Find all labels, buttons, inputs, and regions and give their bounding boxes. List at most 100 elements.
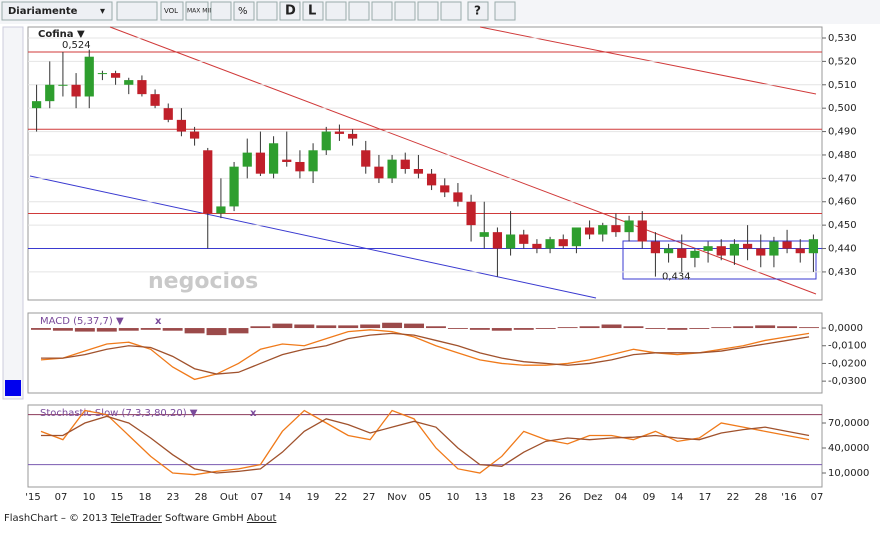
candle-body xyxy=(216,206,226,214)
percent-btn[interactable] xyxy=(233,1,255,21)
left-toolbar xyxy=(2,26,24,400)
x-tick-label: '16 xyxy=(781,492,796,503)
footer-brand[interactable]: TeleTrader xyxy=(110,513,163,524)
candle-body xyxy=(242,152,252,167)
d-btn[interactable] xyxy=(279,1,301,21)
candle-body xyxy=(203,150,213,214)
candle-body xyxy=(347,133,358,139)
y-tick-label: 0,430 xyxy=(828,267,857,278)
y-tick-label: 0,460 xyxy=(828,197,857,208)
candle-body xyxy=(479,232,489,237)
vol-btn[interactable] xyxy=(160,1,184,21)
y-tick-label: 10,0000 xyxy=(828,468,869,479)
footer-about[interactable]: About xyxy=(247,513,277,524)
trend-line xyxy=(479,26,817,95)
period-text: Diariamente xyxy=(8,6,78,17)
candle-body xyxy=(690,250,700,258)
color-swatch[interactable] xyxy=(5,380,21,396)
indicator-btn[interactable] xyxy=(371,1,393,21)
x-tick-label: '15 xyxy=(25,492,40,503)
candle-body xyxy=(756,248,766,256)
footer-text: FlashChart – © 2013 xyxy=(4,513,111,524)
candle-body xyxy=(742,243,753,249)
x-tick-label: 05 xyxy=(419,492,432,503)
cross-btn[interactable] xyxy=(325,1,347,21)
candle-body xyxy=(321,131,331,151)
x-tick-label: 07 xyxy=(811,492,824,503)
indicator-line xyxy=(40,415,810,474)
tick-btn[interactable] xyxy=(348,1,370,21)
candle-body xyxy=(361,150,371,167)
help-btn[interactable] xyxy=(467,1,489,21)
watermark: negocios xyxy=(148,269,258,294)
macd-bar xyxy=(360,324,381,329)
l-btn[interactable] xyxy=(302,1,324,21)
macd-bar xyxy=(689,328,710,329)
candle-body xyxy=(295,161,305,172)
candle-body xyxy=(650,241,661,254)
candle-body xyxy=(110,73,121,78)
x-tick-label: 27 xyxy=(363,492,376,503)
candle-body xyxy=(663,248,674,254)
x-tick-label: 14 xyxy=(671,492,684,503)
x-tick-label: 26 xyxy=(559,492,572,503)
dropdown-arrow: ▾ xyxy=(100,6,105,17)
y-tick-label: 40,0000 xyxy=(828,443,869,454)
zoom-out-btn[interactable] xyxy=(394,1,416,21)
main-panel xyxy=(27,26,823,301)
candle-body xyxy=(729,243,740,256)
x-tick-label: Out xyxy=(220,492,238,503)
macd-bar xyxy=(52,328,73,331)
macd-bar xyxy=(96,328,117,332)
macd-bar xyxy=(294,324,315,329)
candle-body xyxy=(466,201,476,226)
x-tick-label: 23 xyxy=(531,492,544,503)
macd-bar xyxy=(184,328,205,334)
candle-body xyxy=(440,185,450,193)
candle-body xyxy=(189,131,200,139)
selection-box xyxy=(622,240,817,280)
macd-bar xyxy=(74,328,95,332)
macd-bar xyxy=(404,323,424,329)
macd-bar xyxy=(338,325,359,329)
zoom-in-btn[interactable] xyxy=(417,1,439,21)
macd-bar xyxy=(733,326,754,329)
candle-body xyxy=(492,232,503,249)
macd-bar xyxy=(447,328,468,329)
candle-body xyxy=(84,56,94,97)
candle-body xyxy=(97,73,108,75)
period-select[interactable] xyxy=(1,1,113,21)
macd-bar xyxy=(755,325,776,329)
candle-body xyxy=(308,150,318,172)
maxmin-btn[interactable] xyxy=(185,1,209,21)
candle-body xyxy=(229,166,239,207)
macd-bar xyxy=(777,326,798,329)
print-btn[interactable] xyxy=(440,1,462,21)
book-btn[interactable] xyxy=(494,1,516,21)
candle-body xyxy=(31,101,42,109)
candle-body xyxy=(334,131,345,134)
chart-type-btn[interactable] xyxy=(116,1,158,21)
x-tick-label: 07 xyxy=(251,492,264,503)
candle-body xyxy=(268,143,279,174)
y-tick-label: 0,510 xyxy=(828,80,857,91)
trend-line xyxy=(29,175,597,299)
table-btn[interactable] xyxy=(210,1,232,21)
candle-body xyxy=(124,80,134,85)
candle-body xyxy=(163,108,173,120)
compare-btn[interactable] xyxy=(256,1,278,21)
macd-bar xyxy=(382,322,403,329)
indicator-title: Stochastic Slow (7,3,3,80,20) ▼ xyxy=(40,408,198,419)
candle-body xyxy=(716,246,726,256)
candle-body xyxy=(176,119,187,132)
candle-body xyxy=(453,192,463,202)
macd-bar xyxy=(272,323,293,329)
trend-line xyxy=(109,26,817,295)
candle-body xyxy=(637,220,647,242)
x-tick-label: 22 xyxy=(335,492,348,503)
x-tick-label: 18 xyxy=(503,492,516,503)
macd-bar xyxy=(316,325,337,329)
candle-body xyxy=(571,227,582,247)
x-tick-label: 19 xyxy=(307,492,320,503)
candle-body xyxy=(400,159,410,169)
